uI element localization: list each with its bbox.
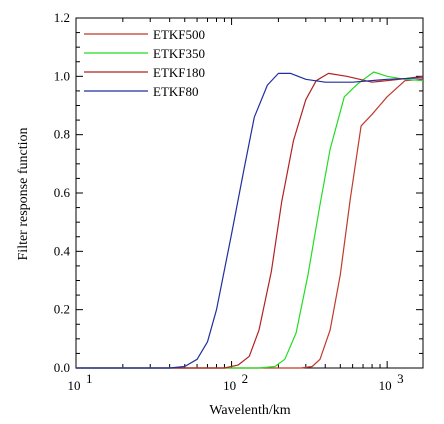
axis-ticks: 0.0 0.2 0.4 0.6 0.8 1.0 1.2 10 1 10 2 10 3 [54,10,423,393]
series-line-etkf80 [76,72,424,369]
y-tick-label: 0.4 [54,243,71,258]
x-axis-title: Wavelenth/km [209,403,290,418]
y-tick-label: 0.0 [54,360,70,375]
y-tick-label: 0.8 [54,127,70,142]
x-tick-label: 10 [223,378,236,393]
x-tick-exponent: 1 [86,371,93,386]
x-tick-exponent: 2 [242,371,249,386]
plot-frame [75,17,424,369]
series-line-etkf350 [76,71,424,369]
series-layer [76,71,424,369]
x-tick-label: 10 [379,378,392,393]
series-line-etkf180 [76,72,424,369]
legend-label-etkf350: ETKF350 [153,46,205,61]
legend-label-etkf180: ETKF180 [153,65,205,80]
x-tick-label: 10 [68,378,81,393]
series-line-etkf500 [76,78,424,369]
legend: ETKF500 ETKF350 ETKF180 ETKF80 [84,27,205,99]
y-tick-label: 1.0 [54,68,70,83]
y-tick-label: 0.2 [54,302,70,317]
x-tick-exponent: 3 [397,371,404,386]
legend-label-etkf500: ETKF500 [153,27,205,42]
y-tick-label: 0.6 [54,185,71,200]
y-axis-title: Filter response function [16,128,31,261]
y-tick-label: 1.2 [54,10,70,25]
legend-label-etkf80: ETKF80 [153,84,199,99]
